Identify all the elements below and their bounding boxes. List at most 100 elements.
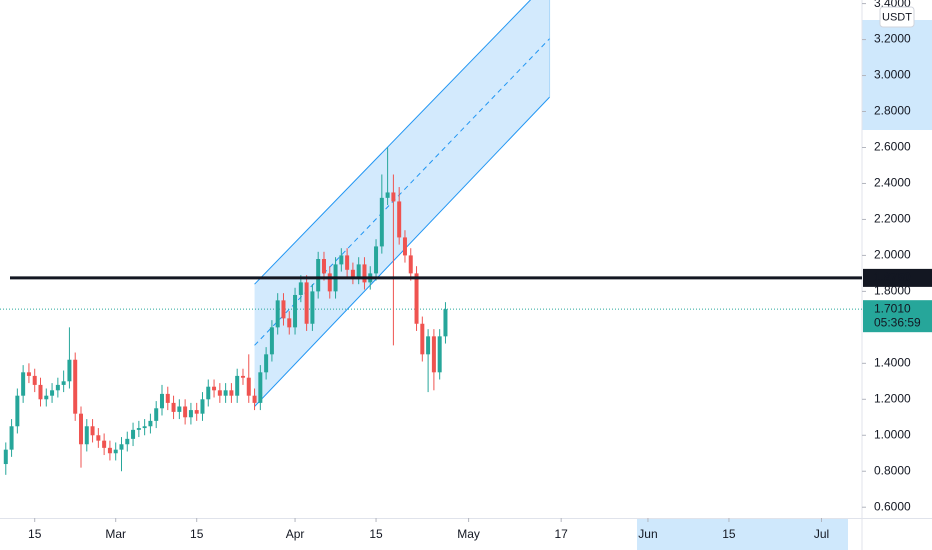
candle-body: [142, 426, 147, 429]
candle-body: [298, 282, 303, 295]
last-price-box: [863, 300, 932, 333]
y-tick-label: 2.0000: [874, 248, 911, 262]
last-price-label: 1.7010: [874, 301, 911, 315]
candle-body: [73, 359, 78, 414]
candle-body: [264, 354, 269, 373]
candle-body: [84, 426, 89, 445]
candle-body: [281, 300, 286, 319]
candle-body: [327, 273, 332, 292]
candle-body: [165, 393, 170, 403]
y-tick-label: 3.0000: [874, 68, 911, 82]
candle-body: [350, 269, 355, 277]
y-tick-label: 1.8000: [874, 284, 911, 298]
candle-body: [269, 327, 274, 355]
candle-body: [420, 323, 425, 355]
candle-body: [177, 406, 182, 412]
candle-body: [154, 408, 159, 421]
candle-body: [402, 237, 407, 256]
candle-body: [362, 264, 367, 283]
candle-body: [391, 192, 396, 202]
candle-body: [119, 444, 124, 450]
candle-body: [131, 429, 136, 439]
candle-body: [212, 386, 217, 391]
candle-body: [223, 390, 228, 396]
candle-body: [356, 264, 361, 277]
candle-body: [437, 336, 442, 373]
candle-body: [252, 395, 257, 403]
x-tick-label: 15: [722, 527, 736, 541]
time-range-highlight: [637, 519, 848, 550]
candle-body: [159, 393, 164, 409]
y-tick-label: 0.8000: [874, 463, 911, 477]
y-tick-label: 2.4000: [874, 176, 911, 190]
candle-body: [293, 294, 298, 328]
candle-body: [113, 449, 118, 454]
candle-body: [194, 410, 199, 414]
candle-body: [200, 399, 205, 414]
candle-body: [431, 336, 436, 373]
y-tick-label: 2.6000: [874, 140, 911, 154]
y-tick-label: 2.2000: [874, 212, 911, 226]
candle-body: [316, 259, 321, 292]
candle-body: [408, 255, 413, 274]
candle-body: [102, 440, 107, 448]
candle-body: [374, 246, 379, 274]
candle-body: [55, 384, 60, 391]
candle-body: [229, 390, 234, 396]
candle-body: [26, 372, 31, 376]
y-tick-label: 1.4000: [874, 355, 911, 369]
channel-fill: [254, 0, 550, 407]
y-tick-label: 2.8000: [874, 104, 911, 118]
candle-body: [345, 255, 350, 270]
x-tick-label: Jun: [638, 527, 657, 541]
currency-box: [879, 6, 915, 28]
countdown-label: 05:36:59: [874, 315, 921, 329]
price-range-highlight: [862, 20, 932, 130]
candle-body: [397, 201, 402, 238]
channel-upper: [254, 0, 532, 285]
candle-body: [379, 197, 384, 247]
level-label: 1.8750: [874, 270, 911, 284]
plot-area: [0, 0, 862, 475]
y-tick-label: 1.2000: [874, 391, 911, 405]
candle-body: [188, 410, 193, 418]
candle-body: [183, 406, 188, 418]
candle-body: [67, 359, 72, 382]
candle-body: [136, 428, 141, 430]
candle-body: [206, 386, 211, 400]
candle-body: [339, 255, 344, 265]
candle-body: [217, 390, 222, 396]
candle-body: [61, 381, 66, 385]
y-tick-label: 0.6000: [874, 499, 911, 513]
y-tick-label: 1.0000: [874, 427, 911, 441]
x-tick-label: 17: [554, 527, 568, 541]
axes: 0.6000 0.8000 1.0000 1.2000 1.4000 1.8000 2.00…: [28, 0, 932, 541]
y-tick-label: 3.2000: [874, 32, 911, 46]
candle-body: [38, 384, 43, 400]
candle-body: [50, 390, 55, 396]
candle-body: [321, 259, 326, 274]
candle-body: [246, 377, 251, 396]
x-tick-label: May: [457, 527, 480, 541]
channel-lower: [254, 96, 550, 407]
x-tick-label: 15: [369, 527, 383, 541]
candle-body: [15, 395, 20, 427]
y-tick-label: 3.4000: [874, 0, 911, 10]
channel-middle: [254, 38, 550, 346]
candle-body: [287, 318, 292, 328]
candle-body: [125, 438, 130, 445]
candle-body: [21, 372, 26, 396]
candle-body: [44, 395, 49, 400]
candle-body: [240, 375, 245, 378]
x-tick-label: Jul: [814, 527, 829, 541]
candle-body: [443, 309, 448, 337]
candle-body: [3, 449, 8, 465]
candle-body: [275, 300, 280, 328]
candle-body: [90, 426, 95, 436]
x-tick-label: 15: [190, 527, 204, 541]
level-label-box: [863, 268, 932, 287]
candle-body: [426, 336, 431, 355]
candle-body: [96, 435, 101, 441]
x-tick-label: 15: [28, 527, 42, 541]
